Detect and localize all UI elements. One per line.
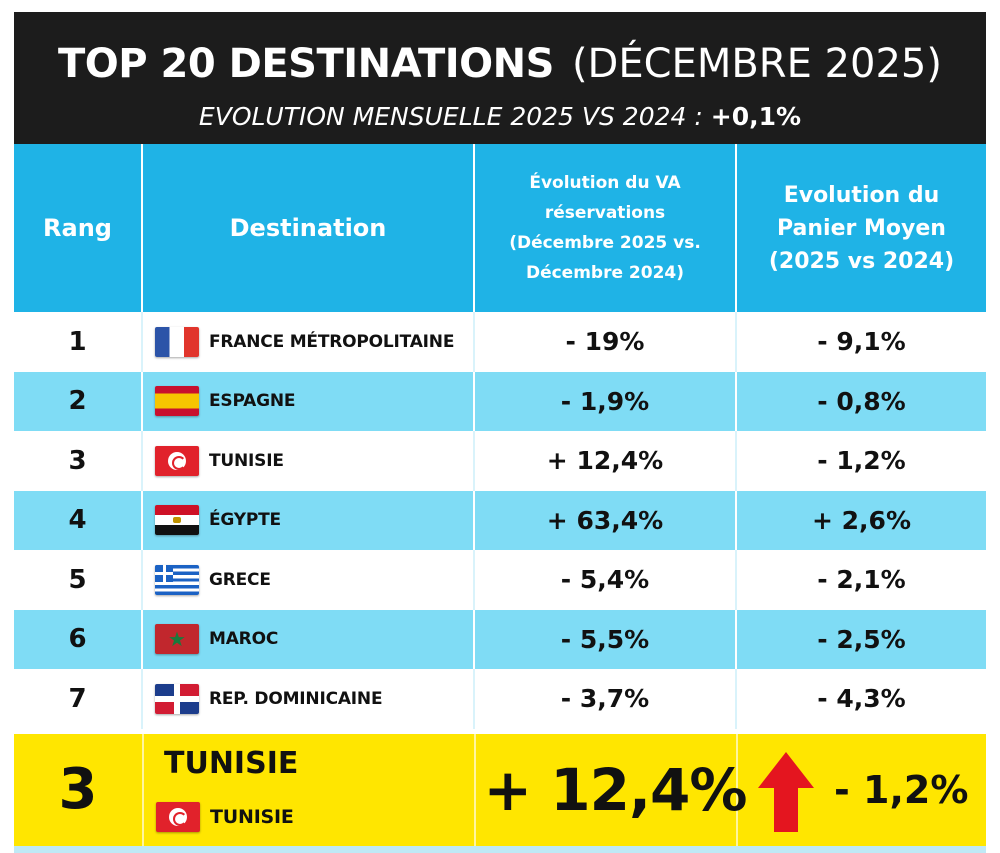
destination-name: REP. DOMINICAINE [209, 688, 383, 709]
destination-name: ÉGYPTE [209, 510, 281, 531]
rank-cell: 5 [14, 550, 143, 610]
title-main: TOP 20 DESTINATIONS [58, 41, 554, 87]
panier-cell: - 1,2% [736, 431, 986, 491]
panier-cell: - 2,5% [736, 609, 986, 669]
france-flag-icon [155, 326, 199, 357]
rank-cell: 6 [14, 609, 143, 669]
highlight-destination-name: TUNISIE [210, 806, 294, 828]
rank-cell: 2 [14, 371, 143, 431]
tunisia-flag-icon [156, 802, 200, 832]
va-cell: + 63,4% [474, 490, 737, 550]
column-header-panier-line: Panier Moyen [777, 215, 946, 241]
column-header-panier-line: Evolution du [783, 182, 940, 208]
column-header-va-line: Décembre 2024) [525, 263, 685, 283]
column-header-va-line: réservations [544, 203, 666, 223]
bottom-strip [14, 846, 986, 853]
destination-name: ESPAGNE [209, 391, 296, 412]
panier-cell: - 9,1% [736, 312, 986, 372]
egypt-flag-icon [155, 505, 199, 536]
title-period: (DÉCEMBRE 2025) [571, 41, 942, 87]
column-header-va-line: Évolution du VA [529, 173, 681, 193]
column-header-panier-line: (2025 vs 2024) [768, 248, 955, 274]
destinations-table: Rang Destination Évolution du VA réserva… [14, 144, 986, 729]
rank-cell: 3 [14, 431, 143, 491]
highlight-divider [736, 734, 738, 846]
page-subtitle: EVOLUTION MENSUELLE 2025 VS 2024 : +0,1% [14, 100, 986, 134]
column-header-va: Évolution du VA réservations (Décembre 2… [474, 144, 737, 312]
highlight-rank: 3 [58, 757, 98, 822]
destination-cell: REP. DOMINICAINE [142, 669, 475, 729]
va-cell: - 1,9% [474, 371, 737, 431]
column-header-rank: Rang [14, 144, 143, 312]
va-cell: + 12,4% [474, 431, 737, 491]
table-row: 3 TUNISIE + 12,4% - 1,2% [14, 431, 986, 491]
destination-name: FRANCE MÉTROPOLITAINE [209, 331, 455, 352]
highlight-destination: TUNISIE [156, 802, 294, 832]
table-row: 7 REP. DOMINICAINE - 3,7% - 4,3% [14, 669, 986, 729]
column-header-va-line: (Décembre 2025 vs. [509, 233, 701, 253]
destination-cell: FRANCE MÉTROPOLITAINE [142, 312, 475, 372]
highlight-destination-title: TUNISIE [164, 746, 299, 781]
highlight-panier-value: - 1,2% [834, 768, 969, 812]
page-header: TOP 20 DESTINATIONS (DÉCEMBRE 2025) EVOLU… [14, 12, 986, 144]
greece-flag-icon [155, 564, 199, 595]
rank-cell: 4 [14, 490, 143, 550]
panier-cell: - 0,8% [736, 371, 986, 431]
va-cell: - 3,7% [474, 669, 737, 729]
red-up-arrow-icon [758, 752, 814, 832]
column-header-destination: Destination [142, 144, 475, 312]
highlight-row: 3 TUNISIE TUNISIE + 12,4% - 1,2% [14, 734, 986, 846]
subtitle-value: +0,1% [710, 102, 802, 131]
destination-name: GRECE [209, 569, 271, 590]
va-cell: - 5,5% [474, 609, 737, 669]
panier-cell: - 4,3% [736, 669, 986, 729]
subtitle-text: EVOLUTION MENSUELLE 2025 VS 2024 : [198, 102, 703, 131]
destination-cell: TUNISIE [142, 431, 475, 491]
spain-flag-icon [155, 386, 199, 417]
column-header-panier: Evolution du Panier Moyen (2025 vs 2024) [736, 144, 986, 312]
table-row: 1 FRANCE MÉTROPOLITAINE - 19% - 9,1% [14, 312, 986, 372]
destination-name: MAROC [209, 629, 279, 650]
highlight-divider [474, 734, 476, 846]
table-row: 5 GRECE - 5,4% - 2,1% [14, 550, 986, 610]
rank-cell: 7 [14, 669, 143, 729]
tunisia-flag-icon [155, 445, 199, 476]
destination-cell: GRECE [142, 550, 475, 610]
rank-cell: 1 [14, 312, 143, 372]
highlight-divider [142, 734, 144, 846]
destination-cell: MAROC [142, 609, 475, 669]
table-row: 2 ESPAGNE - 1,9% - 0,8% [14, 371, 986, 431]
panier-cell: - 2,1% [736, 550, 986, 610]
highlight-va-value: + 12,4% [483, 756, 747, 824]
destination-cell: ESPAGNE [142, 371, 475, 431]
table-row: 6 MAROC - 5,5% - 2,5% [14, 609, 986, 669]
va-cell: - 5,4% [474, 550, 737, 610]
panier-cell: + 2,6% [736, 490, 986, 550]
destination-cell: ÉGYPTE [142, 490, 475, 550]
va-cell: - 19% [474, 312, 737, 372]
destination-name: TUNISIE [209, 450, 284, 471]
table-row: 4 ÉGYPTE + 63,4% + 2,6% [14, 490, 986, 550]
morocco-flag-icon [155, 624, 199, 655]
page-title: TOP 20 DESTINATIONS (DÉCEMBRE 2025) [14, 34, 986, 94]
dominican-republic-flag-icon [155, 683, 199, 714]
table-header-row: Rang Destination Évolution du VA réserva… [14, 144, 986, 312]
